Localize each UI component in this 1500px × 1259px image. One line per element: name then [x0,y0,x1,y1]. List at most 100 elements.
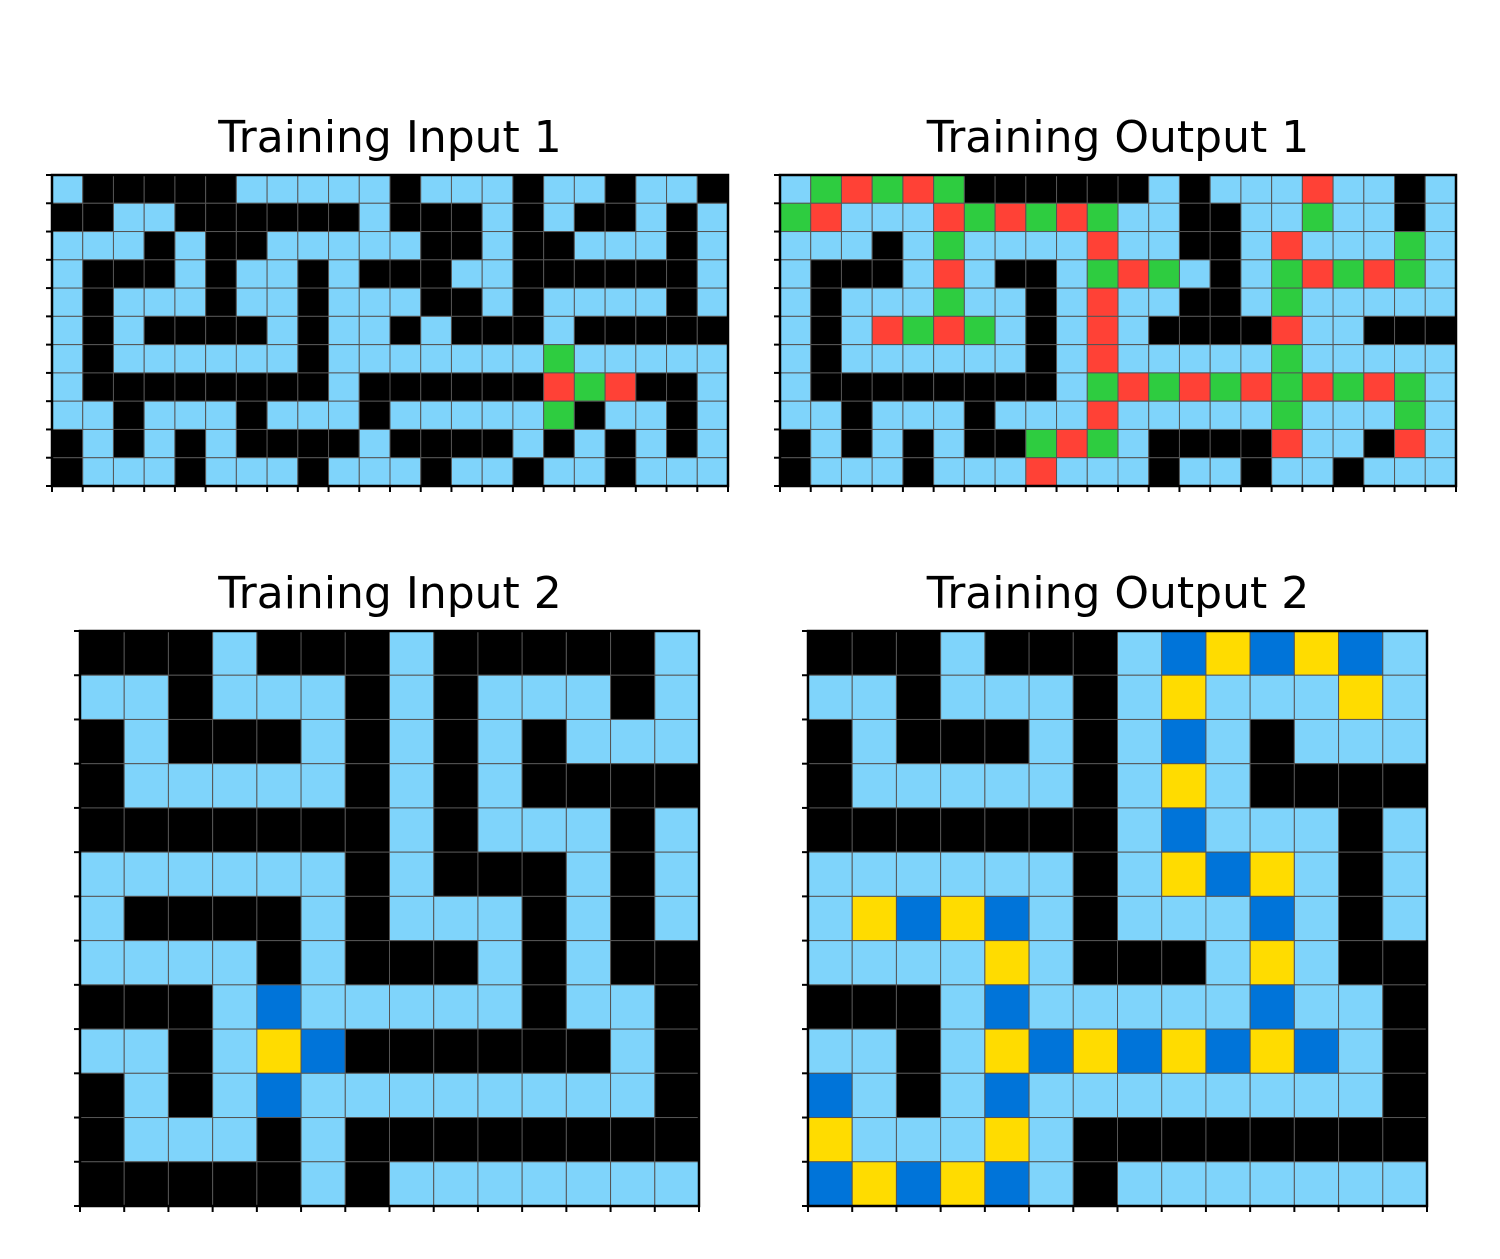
grid-cell [79,1117,125,1163]
grid-cell [123,807,169,853]
grid-cell [123,1117,169,1163]
grid-cell [82,315,114,346]
grid-cell [604,231,637,261]
grid-cell [420,287,452,317]
grid-cell [82,457,114,487]
grid-cell [1148,287,1180,317]
grid-cell [573,174,606,204]
grid-cell [543,457,575,487]
grid-cell [696,457,729,487]
grid-cell [610,718,656,765]
grid-cell [1249,1161,1295,1207]
grid-cell [212,674,258,720]
grid-cell [1271,428,1303,459]
grid-cell [420,457,452,487]
grid-cell [1363,372,1396,402]
grid-cell [481,174,514,204]
grid-cell [123,1161,169,1207]
grid-cell [212,807,258,853]
grid-cell [143,457,176,487]
grid-cell [851,1161,897,1207]
grid-cell [1028,1117,1074,1163]
grid-cell [300,763,346,809]
grid-cell [635,315,668,346]
grid-cell [933,287,965,317]
grid-cell [51,428,84,459]
grid-cell [79,718,125,765]
grid-cell [1249,895,1295,942]
grid-cell [79,630,125,676]
grid-cell [433,940,479,986]
grid-cell [1249,984,1295,1030]
grid-cell [994,259,1027,289]
grid-cell [1240,287,1273,317]
grid-cell [1240,315,1273,346]
grid-cell [82,202,114,233]
grid-cell [51,174,84,204]
grid-cell [1424,457,1457,487]
grid-cell [1249,763,1295,809]
grid-cell [389,372,422,402]
grid-cell [420,372,452,402]
grid-cell [994,428,1027,459]
grid-cell [635,457,668,487]
grid-cell [963,259,996,289]
grid-cell [79,674,125,720]
grid-cell [1301,428,1334,459]
grid-cell [123,763,169,809]
grid-cell [112,457,145,487]
grid-cell [1394,428,1426,459]
grid-cell [1332,428,1365,459]
grid-cell [1249,1117,1295,1163]
grid-cell [1205,940,1251,986]
grid-cell [666,202,698,233]
grid-cell [654,1161,700,1207]
grid-cell [112,315,145,346]
grid-cell [174,287,207,317]
grid-cell [1025,231,1058,261]
grid-cell [963,400,996,430]
grid-cell [450,315,483,346]
grid-cell [654,718,700,765]
grid-cell [477,851,523,897]
grid-cell [344,851,391,897]
grid-cell [573,400,606,430]
grid-cell [1249,851,1295,897]
grid-cell [1117,372,1150,402]
grid-cell [940,1072,986,1119]
grid-cell [654,763,700,809]
grid-cell [1072,1117,1119,1163]
grid-cell [1338,1028,1384,1074]
grid-cell [573,344,606,374]
grid-cell [450,231,483,261]
grid-cell [123,851,169,897]
grid-cell [82,400,114,430]
grid-cell [1178,287,1211,317]
grid-cell [358,231,391,261]
grid-cell [433,1117,479,1163]
panel-title-training-input-2: Training Input 2 [218,568,562,619]
grid-cell [512,457,545,487]
grid-cell [1056,428,1088,459]
grid-cell [512,428,545,459]
grid-cell [840,457,873,487]
grid-cell [1086,457,1119,487]
grid-cell [256,851,302,897]
grid-panel-1 [46,173,730,492]
grid-cell [604,202,637,233]
grid-cell [902,344,935,374]
grid-cell [1382,630,1428,676]
grid-cell [573,372,606,402]
grid-cell [450,400,483,430]
grid-cell [1117,400,1150,430]
grid-cell [984,718,1030,765]
grid-cell [1293,851,1340,897]
grid-cell [450,372,483,402]
grid-cell [79,1072,125,1119]
grid-cell [1025,287,1058,317]
grid-cell [1301,372,1334,402]
grid-cell [297,344,330,374]
grid-cell [543,231,575,261]
grid-cell [1178,259,1211,289]
grid-cell [1209,287,1242,317]
